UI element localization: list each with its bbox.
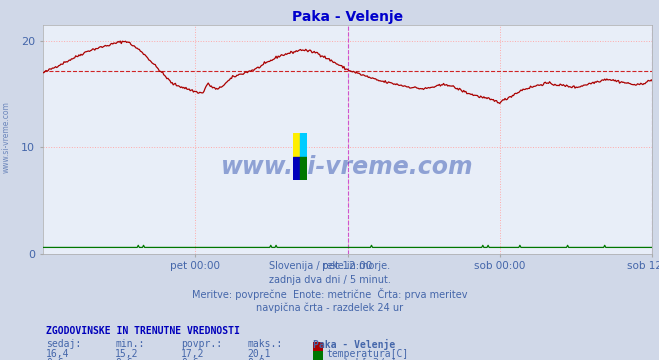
Text: Paka - Velenje: Paka - Velenje [313,339,395,350]
Text: sedaj:: sedaj: [46,339,81,349]
Text: pretok[m3/s]: pretok[m3/s] [326,358,397,360]
Text: 0,6: 0,6 [181,358,199,360]
Text: maks.:: maks.: [247,339,282,349]
Text: 16,4: 16,4 [46,349,70,359]
Text: ZGODOVINSKE IN TRENUTNE VREDNOSTI: ZGODOVINSKE IN TRENUTNE VREDNOSTI [46,326,240,336]
Text: Slovenija / reke in morje.: Slovenija / reke in morje. [269,261,390,271]
Bar [293,157,300,180]
Text: 0,6: 0,6 [115,358,133,360]
Text: 17,2: 17,2 [181,349,205,359]
Text: www.si-vreme.com: www.si-vreme.com [2,101,11,173]
Text: min.:: min.: [115,339,145,349]
Text: temperatura[C]: temperatura[C] [326,349,409,359]
Text: 0,8: 0,8 [247,358,265,360]
Text: 0,6: 0,6 [46,358,64,360]
Text: povpr.:: povpr.: [181,339,222,349]
Title: Paka - Velenje: Paka - Velenje [292,10,403,24]
Text: zadnja dva dni / 5 minut.: zadnja dva dni / 5 minut. [269,275,390,285]
Text: 15,2: 15,2 [115,349,139,359]
Bar [293,133,300,157]
Text: www.si-vreme.com: www.si-vreme.com [221,155,474,179]
Text: navpična črta - razdelek 24 ur: navpična črta - razdelek 24 ur [256,302,403,312]
Bar [300,133,307,157]
Text: Meritve: povprečne  Enote: metrične  Črta: prva meritev: Meritve: povprečne Enote: metrične Črta:… [192,288,467,300]
Text: 20,1: 20,1 [247,349,271,359]
Bar [300,157,307,180]
